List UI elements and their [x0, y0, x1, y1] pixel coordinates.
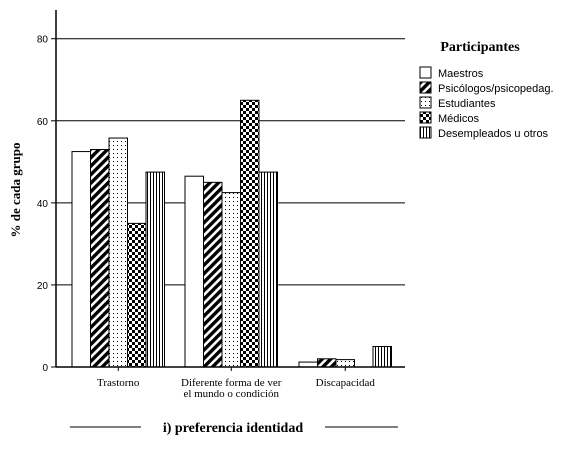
bar-médicos-1 [240, 99, 260, 368]
x-tick-label: el mundo o condición [183, 388, 279, 400]
x-tick-label: Discapacidad [316, 377, 376, 389]
bar-psicólogos-psicopedag--1 [203, 181, 223, 368]
legend-label: Médicos [438, 113, 479, 125]
legend-swatch [419, 81, 432, 94]
legend-title: Participantes [440, 40, 520, 55]
bar-estudiantes-1 [221, 192, 241, 368]
legend-swatch [419, 126, 432, 139]
bar-desempleados-u-otros-1 [258, 171, 278, 368]
legend-item: Psicólogos/psicopedag. [419, 81, 554, 95]
legend-swatch [419, 66, 432, 79]
bar-médicos-0 [127, 222, 147, 368]
legend-label: Psicólogos/psicopedag. [438, 83, 554, 95]
bar-estudiantes-2 [335, 359, 355, 368]
y-tick-label: 60 [37, 117, 49, 128]
x-axis-label: i) preferencia identidad [163, 421, 303, 436]
bar-desempleados-u-otros-0 [145, 171, 165, 368]
y-tick-label: 20 [37, 281, 49, 292]
legend-item: Médicos [419, 111, 479, 125]
y-tick-label: 0 [42, 363, 48, 374]
legend-label: Maestros [438, 68, 484, 80]
bars [71, 99, 392, 368]
y-axis-label: % de cada grupo [8, 143, 23, 238]
legend: Participantes Maestros Psicólogos/psicope… [419, 40, 554, 140]
bar-estudiantes-0 [108, 137, 128, 368]
bar-psicólogos-psicopedag--2 [317, 358, 337, 368]
legend-label: Estudiantes [438, 98, 496, 110]
axes [55, 10, 405, 368]
y-tick-label: 40 [37, 199, 49, 210]
x-axis-title: i) preferencia identidad [70, 421, 398, 436]
legend-item: Maestros [419, 66, 484, 80]
bar-maestros-0 [71, 151, 91, 368]
y-tick-labels: 0 20 40 60 80 [37, 35, 56, 374]
legend-swatch [419, 96, 432, 109]
legend-item: Estudiantes [419, 96, 496, 110]
legend-item: Desempleados u otros [419, 126, 549, 140]
bar-desempleados-u-otros-2 [372, 345, 392, 368]
x-tick-label: Trastorno [97, 377, 140, 389]
legend-label: Desempleados u otros [438, 128, 549, 140]
legend-swatch [419, 111, 432, 124]
bar-psicólogos-psicopedag--0 [90, 149, 110, 368]
bar-maestros-1 [184, 175, 204, 368]
x-tick-label: Diferente forma de ver [181, 377, 282, 389]
y-tick-label: 80 [37, 35, 49, 46]
